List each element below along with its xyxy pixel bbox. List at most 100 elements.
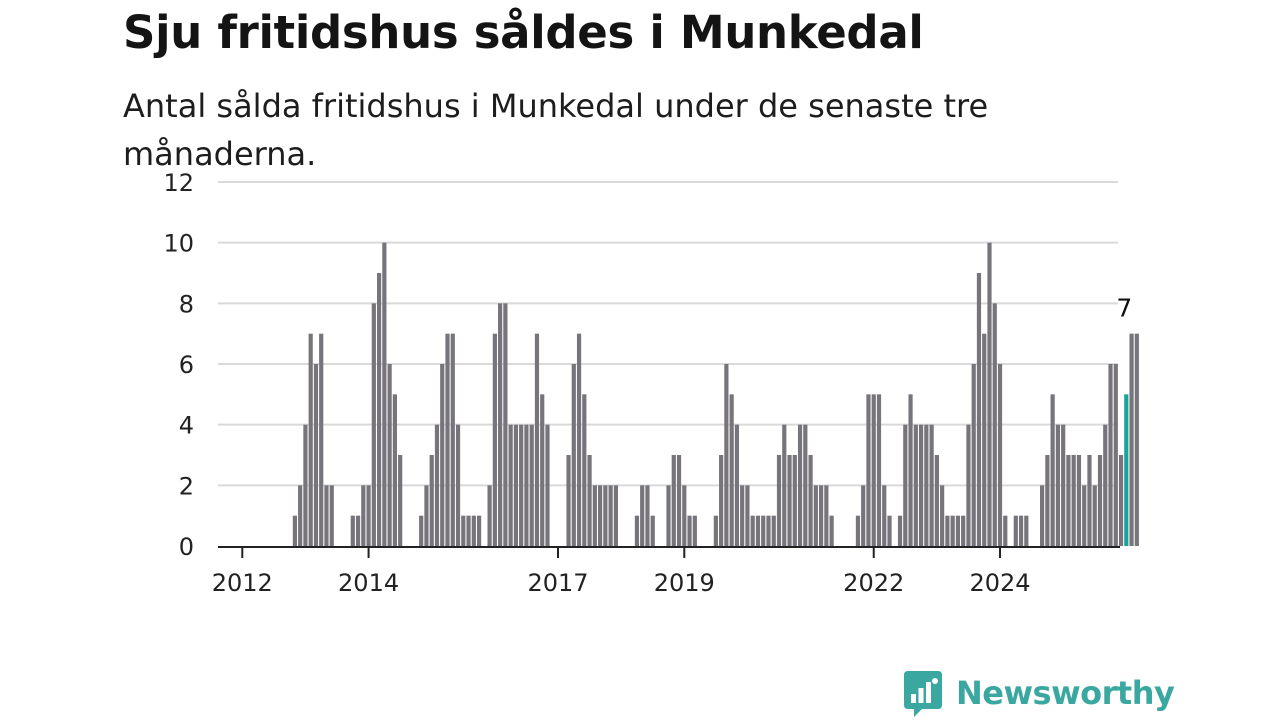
bar-series <box>292 242 1139 546</box>
highlight-value-label: 7 <box>1116 294 1132 323</box>
bar <box>650 515 655 546</box>
bar <box>598 485 603 546</box>
x-tick-label-0: 2012 <box>212 569 273 597</box>
y-tick-label-5: 10 <box>163 230 194 258</box>
y-tick-label-0: 0 <box>179 533 194 561</box>
bar <box>508 424 513 546</box>
bar <box>929 424 934 546</box>
bar <box>982 333 987 546</box>
bar <box>803 424 808 546</box>
bar <box>724 364 729 546</box>
bar <box>429 455 434 546</box>
bar <box>524 424 529 546</box>
bar <box>782 424 787 546</box>
bar <box>876 394 882 546</box>
bar <box>687 515 692 546</box>
bar <box>1082 485 1087 546</box>
bar <box>513 424 519 546</box>
bar <box>750 515 755 546</box>
x-tick-label-2: 2017 <box>527 569 588 597</box>
x-axis-ticks: 2012 2014 2017 2019 2022 2024 <box>212 547 1031 597</box>
bar <box>1118 455 1124 546</box>
bar <box>634 515 640 546</box>
bar <box>1113 364 1118 546</box>
bar <box>1050 394 1055 546</box>
y-tick-label-2: 4 <box>179 412 194 440</box>
bar <box>871 394 876 546</box>
bar <box>440 364 445 546</box>
bar <box>666 485 671 546</box>
bar <box>324 485 329 546</box>
x-tick-label-4: 2022 <box>843 569 904 597</box>
bar <box>450 333 455 546</box>
bar <box>392 394 397 546</box>
bar <box>492 333 497 546</box>
y-tick-label-6: 12 <box>163 169 194 197</box>
bar <box>987 242 992 546</box>
highlight-bar <box>1124 394 1129 546</box>
bar <box>971 364 976 546</box>
bar <box>292 515 298 546</box>
bar <box>819 485 824 546</box>
bar <box>313 364 319 546</box>
bar <box>855 515 861 546</box>
bar <box>955 515 961 546</box>
bar <box>366 485 371 546</box>
bar <box>445 333 450 546</box>
bar <box>298 485 303 546</box>
bar <box>934 455 939 546</box>
bar <box>455 424 461 546</box>
bar <box>382 242 387 546</box>
bar <box>940 485 945 546</box>
bar <box>887 515 892 546</box>
bar <box>376 273 382 546</box>
bar <box>1087 455 1092 546</box>
bar <box>1018 515 1024 546</box>
bar <box>545 424 550 546</box>
bar <box>1061 424 1066 546</box>
bar <box>1024 515 1029 546</box>
bar <box>808 455 813 546</box>
bar <box>771 515 776 546</box>
bar <box>1040 485 1045 546</box>
bar <box>592 485 597 546</box>
x-tick-label-5: 2024 <box>969 569 1030 597</box>
bar <box>813 485 818 546</box>
bar <box>761 515 766 546</box>
bar <box>571 364 576 546</box>
bar <box>729 394 734 546</box>
bar <box>582 394 587 546</box>
bar <box>682 485 687 546</box>
bar <box>861 485 866 546</box>
bar <box>1045 455 1050 546</box>
bar <box>950 515 955 546</box>
bar <box>587 455 592 546</box>
bar <box>1129 333 1134 546</box>
bar <box>540 394 545 546</box>
bar <box>1076 455 1082 546</box>
bar <box>640 485 645 546</box>
bar <box>1097 455 1103 546</box>
bar <box>519 424 524 546</box>
bar <box>1066 455 1071 546</box>
bar <box>945 515 950 546</box>
bar <box>503 303 508 546</box>
bar <box>498 303 503 546</box>
bar <box>787 455 792 546</box>
bar <box>692 515 697 546</box>
bar <box>776 455 782 546</box>
bar <box>797 424 803 546</box>
bar <box>566 455 571 546</box>
bar <box>487 485 492 546</box>
bar <box>1055 424 1060 546</box>
brand-name: Newsworthy <box>956 674 1175 712</box>
bar <box>719 455 724 546</box>
bar <box>308 333 313 546</box>
bar <box>966 424 971 546</box>
bar <box>529 424 534 546</box>
newsworthy-logo-icon <box>904 671 942 717</box>
bar <box>740 485 745 546</box>
bar <box>882 485 887 546</box>
bar <box>924 424 929 546</box>
x-tick-label-3: 2019 <box>654 569 715 597</box>
